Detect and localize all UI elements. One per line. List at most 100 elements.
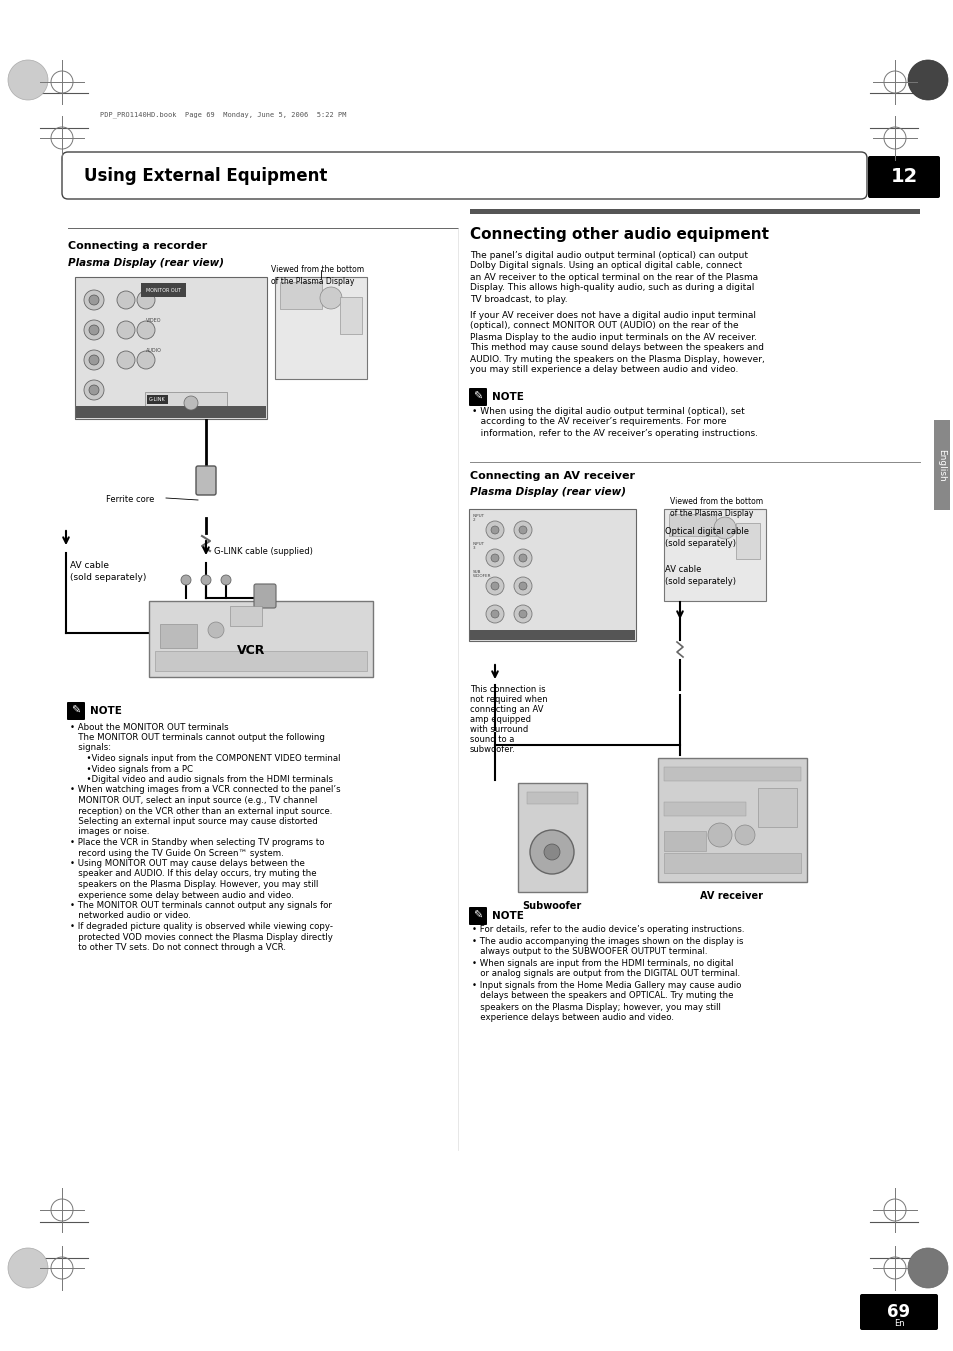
Text: reception) on the VCR other than an external input source.: reception) on the VCR other than an exte… [70,807,332,816]
FancyBboxPatch shape [526,792,578,804]
Text: Optical digital cable: Optical digital cable [664,527,748,536]
Text: subwoofer.: subwoofer. [470,746,516,754]
Circle shape [485,549,503,567]
FancyBboxPatch shape [469,388,486,407]
Circle shape [543,844,559,861]
Text: INPUT
3: INPUT 3 [473,542,485,550]
FancyBboxPatch shape [75,277,267,419]
Text: • Using MONITOR OUT may cause delays between the: • Using MONITOR OUT may cause delays bet… [70,859,305,867]
Circle shape [8,59,48,100]
FancyBboxPatch shape [67,703,85,720]
Text: MONITOR OUT: MONITOR OUT [146,288,181,293]
Circle shape [907,1248,947,1288]
Circle shape [485,605,503,623]
Text: SUB
WOOFER: SUB WOOFER [473,570,491,578]
FancyBboxPatch shape [76,407,266,417]
FancyBboxPatch shape [469,907,486,925]
Text: always output to the SUBWOOFER OUTPUT terminal.: always output to the SUBWOOFER OUTPUT te… [472,947,707,957]
Text: according to the AV receiver’s requirements. For more: according to the AV receiver’s requireme… [472,417,726,427]
Text: (optical), connect MONITOR OUT (AUDIO) on the rear of the: (optical), connect MONITOR OUT (AUDIO) o… [470,322,738,331]
Text: information, refer to the AV receiver’s operating instructions.: information, refer to the AV receiver’s … [472,428,758,438]
Text: • The audio accompanying the images shown on the display is: • The audio accompanying the images show… [472,936,742,946]
Text: networked audio or video.: networked audio or video. [70,912,191,920]
Circle shape [184,396,198,409]
Circle shape [208,621,224,638]
Text: Viewed from the bottom: Viewed from the bottom [669,497,762,507]
Text: (sold separately): (sold separately) [70,574,146,582]
Text: Plasma Display to the audio input terminals on the AV receiver.: Plasma Display to the audio input termin… [470,332,757,342]
Text: ✎: ✎ [473,392,482,403]
Text: not required when: not required when [470,696,547,704]
FancyBboxPatch shape [758,788,796,827]
Circle shape [514,577,532,594]
Circle shape [137,290,154,309]
Circle shape [518,582,526,590]
Text: delays between the speakers and OPTICAL. Try muting the: delays between the speakers and OPTICAL.… [472,992,733,1001]
Text: G-LINK cable (supplied): G-LINK cable (supplied) [213,547,313,555]
Text: This connection is: This connection is [470,685,545,694]
FancyBboxPatch shape [517,784,586,892]
Text: NOTE: NOTE [492,392,523,403]
Text: • Place the VCR in Standby when selecting TV programs to: • Place the VCR in Standby when selectin… [70,838,324,847]
FancyBboxPatch shape [160,624,196,648]
Text: • When watching images from a VCR connected to the panel’s: • When watching images from a VCR connec… [70,785,340,794]
Circle shape [530,830,574,874]
FancyBboxPatch shape [668,513,716,536]
Text: record using the TV Guide On Screen™ system.: record using the TV Guide On Screen™ sys… [70,848,283,858]
Text: NOTE: NOTE [492,911,523,921]
Text: (sold separately): (sold separately) [664,539,735,549]
FancyBboxPatch shape [253,584,275,608]
Circle shape [707,823,731,847]
Text: • About the MONITOR OUT terminals: • About the MONITOR OUT terminals [70,723,229,731]
Text: you may still experience a delay between audio and video.: you may still experience a delay between… [470,366,738,374]
Text: connecting an AV: connecting an AV [470,705,543,715]
Text: Subwoofer: Subwoofer [522,901,581,911]
Text: • The MONITOR OUT terminals cannot output any signals for: • The MONITOR OUT terminals cannot outpu… [70,901,332,911]
Circle shape [84,290,104,309]
Text: MONITOR OUT, select an input source (e.g., TV channel: MONITOR OUT, select an input source (e.g… [70,796,317,805]
FancyBboxPatch shape [230,607,262,626]
Circle shape [8,1248,48,1288]
Circle shape [137,351,154,369]
FancyBboxPatch shape [274,277,367,380]
Text: •Video signals input from the COMPONENT VIDEO terminal: •Video signals input from the COMPONENT … [70,754,340,763]
Text: Connecting a recorder: Connecting a recorder [68,240,207,251]
Circle shape [84,380,104,400]
Text: speakers on the Plasma Display; however, you may still: speakers on the Plasma Display; however,… [472,1002,720,1012]
Text: protected VOD movies connect the Plasma Display directly: protected VOD movies connect the Plasma … [70,932,333,942]
Text: an AV receiver to the optical terminal on the rear of the Plasma: an AV receiver to the optical terminal o… [470,273,758,281]
Text: 12: 12 [889,166,917,185]
Text: If your AV receiver does not have a digital audio input terminal: If your AV receiver does not have a digi… [470,311,755,319]
Circle shape [117,351,135,369]
Text: En: En [893,1319,903,1328]
Text: INPUT 2: INPUT 2 [81,422,97,426]
Text: ✎: ✎ [71,707,81,716]
Circle shape [514,549,532,567]
Circle shape [89,295,99,305]
FancyBboxPatch shape [663,831,705,851]
Text: AUDIO. Try muting the speakers on the Plasma Display, however,: AUDIO. Try muting the speakers on the Pl… [470,354,764,363]
Text: Connecting an AV receiver: Connecting an AV receiver [470,471,635,481]
Circle shape [485,577,503,594]
FancyBboxPatch shape [280,282,322,309]
FancyBboxPatch shape [663,509,765,601]
Text: The MONITOR OUT terminals cannot output the following: The MONITOR OUT terminals cannot output … [70,734,325,742]
Text: •Digital video and audio signals from the HDMI terminals: •Digital video and audio signals from th… [70,775,333,784]
Text: of the Plasma Display: of the Plasma Display [669,509,753,519]
Text: Display. This allows high-quality audio, such as during a digital: Display. This allows high-quality audio,… [470,284,754,293]
Text: VIDEO: VIDEO [146,317,161,323]
Circle shape [491,526,498,534]
Text: • When signals are input from the HDMI terminals, no digital: • When signals are input from the HDMI t… [472,958,733,967]
FancyBboxPatch shape [663,767,801,781]
Circle shape [485,521,503,539]
Text: 69: 69 [886,1302,909,1321]
Circle shape [491,582,498,590]
Circle shape [491,611,498,617]
FancyBboxPatch shape [195,466,215,494]
Text: images or noise.: images or noise. [70,828,150,836]
Circle shape [713,517,735,539]
Text: •Video signals from a PC: •Video signals from a PC [70,765,193,774]
Text: • For details, refer to the audio device’s operating instructions.: • For details, refer to the audio device… [472,925,743,935]
Text: sound to a: sound to a [470,735,514,744]
Text: AV cable: AV cable [70,562,109,570]
